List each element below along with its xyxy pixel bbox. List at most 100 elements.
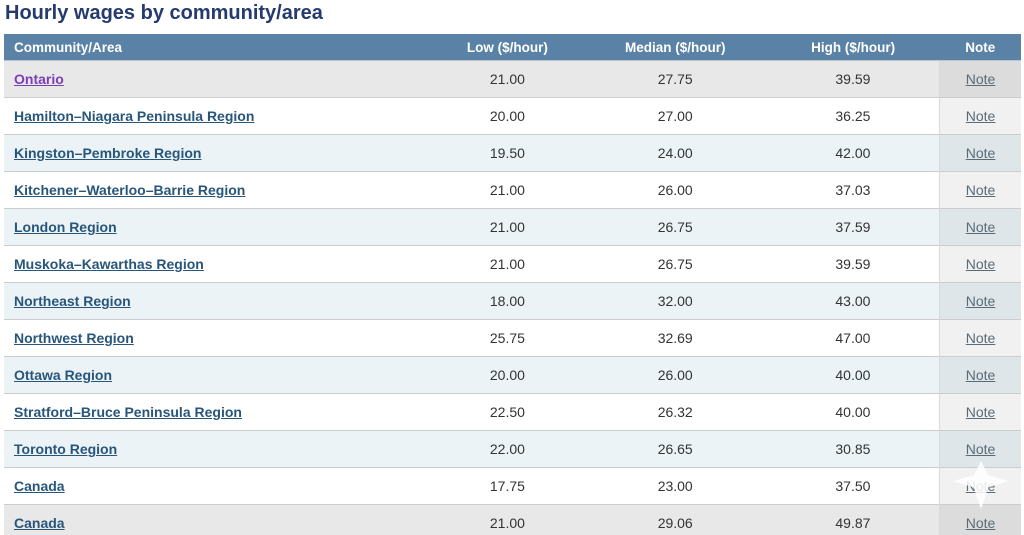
high-value: 43.00 [766,282,940,320]
community-cell: Stratford–Bruce Peninsula Region [4,393,432,431]
community-link[interactable]: Canada [14,478,65,494]
high-value: 37.59 [766,208,940,246]
table-row: Canada 17.75 23.00 37.50 Note [4,467,1021,505]
note-cell: Note [939,208,1021,246]
column-header-low: Low ($/hour) [431,34,584,61]
low-value: 17.75 [431,467,584,505]
table-row: Hamilton–Niagara Peninsula Region 20.00 … [4,97,1021,135]
note-link[interactable]: Note [965,441,996,457]
high-value: 37.03 [766,171,940,209]
low-value: 18.00 [431,282,584,320]
community-link[interactable]: Muskoka–Kawarthas Region [14,256,204,272]
note-cell: Note [939,504,1021,535]
column-header-community: Community/Area [4,34,432,61]
median-value: 26.65 [583,430,767,468]
community-cell: Toronto Region [4,430,432,468]
high-value: 47.00 [766,319,940,357]
low-value: 25.75 [431,319,584,357]
community-link[interactable]: Stratford–Bruce Peninsula Region [14,404,242,420]
note-link[interactable]: Note [965,256,996,272]
high-value: 36.25 [766,97,940,135]
note-link[interactable]: Note [965,330,996,346]
community-link[interactable]: Ontario [14,71,64,87]
table-row: Kitchener–Waterloo–Barrie Region 21.00 2… [4,171,1021,209]
median-value: 29.06 [583,504,767,535]
community-cell: Kitchener–Waterloo–Barrie Region [4,171,432,209]
median-value: 26.75 [583,208,767,246]
median-value: 23.00 [583,467,767,505]
median-value: 26.00 [583,356,767,394]
median-value: 32.69 [583,319,767,357]
note-link[interactable]: Note [965,145,996,161]
table-row: Kingston–Pembroke Region 19.50 24.00 42.… [4,134,1021,172]
community-link[interactable]: Northwest Region [14,330,134,346]
community-cell: Northeast Region [4,282,432,320]
note-cell: Note [939,282,1021,320]
column-header-median: Median ($/hour) [583,34,767,61]
community-link[interactable]: London Region [14,219,117,235]
note-link[interactable]: Note [965,71,996,87]
note-cell: Note [939,393,1021,431]
note-link[interactable]: Note [965,219,996,235]
low-value: 21.00 [431,171,584,209]
community-cell: Canada [4,467,432,505]
low-value: 20.00 [431,356,584,394]
median-value: 26.00 [583,171,767,209]
high-value: 40.00 [766,393,940,431]
note-link[interactable]: Note [965,515,996,531]
low-value: 21.00 [431,245,584,283]
note-link[interactable]: Note [965,404,996,420]
note-link[interactable]: Note [965,367,996,383]
community-cell: Canada [4,504,432,535]
note-link[interactable]: Note [965,293,996,309]
low-value: 19.50 [431,134,584,172]
community-cell: Kingston–Pembroke Region [4,134,432,172]
median-value: 32.00 [583,282,767,320]
note-cell: Note [939,97,1021,135]
community-link[interactable]: Toronto Region [14,441,118,457]
median-value: 26.75 [583,245,767,283]
community-link[interactable]: Hamilton–Niagara Peninsula Region [14,108,255,124]
community-link[interactable]: Kitchener–Waterloo–Barrie Region [14,182,246,198]
low-value: 21.00 [431,208,584,246]
median-value: 27.75 [583,60,767,98]
table-row: Toronto Region 22.00 26.65 30.85 Note [4,430,1021,468]
community-link[interactable]: Canada [14,515,65,531]
column-header-high: High ($/hour) [766,34,940,61]
median-value: 26.32 [583,393,767,431]
high-value: 30.85 [766,430,940,468]
low-value: 22.00 [431,430,584,468]
community-cell: Hamilton–Niagara Peninsula Region [4,97,432,135]
community-link[interactable]: Kingston–Pembroke Region [14,145,202,161]
high-value: 37.50 [766,467,940,505]
table-row: Ottawa Region 20.00 26.00 40.00 Note [4,356,1021,394]
community-cell: Muskoka–Kawarthas Region [4,245,432,283]
community-link[interactable]: Ottawa Region [14,367,113,383]
note-cell: Note [939,245,1021,283]
community-cell: London Region [4,208,432,246]
high-value: 40.00 [766,356,940,394]
table-row: Muskoka–Kawarthas Region 21.00 26.75 39.… [4,245,1021,283]
community-cell: Ottawa Region [4,356,432,394]
note-link[interactable]: Note [965,108,996,124]
low-value: 20.00 [431,97,584,135]
hourly-wages-table: Community/Area Low ($/hour) Median ($/ho… [4,34,1021,535]
table-row: Northeast Region 18.00 32.00 43.00 Note [4,282,1021,320]
note-cell: Note [939,171,1021,209]
table-header-row: Community/Area Low ($/hour) Median ($/ho… [4,34,1021,61]
note-cell: Note [939,60,1021,98]
note-cell: Note [939,319,1021,357]
low-value: 22.50 [431,393,584,431]
note-link[interactable]: Note [965,478,996,494]
note-cell: Note [939,467,1021,505]
community-cell: Northwest Region [4,319,432,357]
high-value: 39.59 [766,245,940,283]
page-title: Hourly wages by community/area [5,2,323,24]
community-cell: Ontario [4,60,432,98]
community-link[interactable]: Northeast Region [14,293,131,309]
table-row: Northwest Region 25.75 32.69 47.00 Note [4,319,1021,357]
note-link[interactable]: Note [965,182,996,198]
median-value: 24.00 [583,134,767,172]
low-value: 21.00 [431,60,584,98]
median-value: 27.00 [583,97,767,135]
